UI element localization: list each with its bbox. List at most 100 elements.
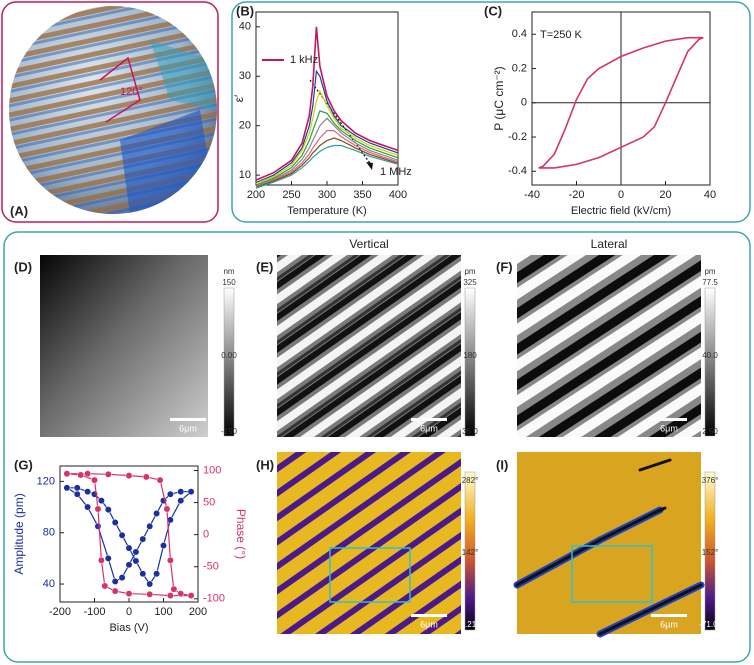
colorbar-tick: 282° (462, 476, 479, 485)
series-line (255, 117, 399, 187)
data-point (94, 505, 102, 513)
vertical-pfm-phase (277, 452, 461, 634)
y-tick-label: -0.4 (508, 165, 527, 177)
data-point (166, 490, 174, 498)
x-tick-label: 250 (282, 189, 300, 201)
panel-label: (H) (256, 457, 274, 472)
scale-bar (411, 614, 447, 617)
data-point (125, 544, 133, 552)
y-tick-label: 0 (521, 97, 527, 109)
series-line (255, 89, 399, 185)
data-point (177, 488, 185, 496)
panel-label: (E) (256, 259, 273, 274)
data-point (63, 470, 71, 478)
colorbar-tick: 150 (222, 278, 236, 287)
plot-frame (255, 11, 399, 186)
data-point (104, 470, 112, 478)
y-tick-label: 40 (239, 21, 251, 33)
colorbar-tick: 325 (463, 278, 477, 287)
highlight-box (571, 545, 653, 603)
data-point (125, 561, 133, 569)
series-line (255, 26, 399, 181)
y-tick-label: 10 (239, 169, 251, 181)
panel-label: (F) (496, 259, 513, 274)
data-point (63, 484, 71, 492)
panel-label: (G) (14, 457, 33, 472)
y2-tick-label: 50 (203, 496, 215, 508)
scale-bar-label: 6μm (660, 423, 678, 433)
x-tick-label: 40 (704, 189, 716, 201)
x-tick-label: 400 (389, 189, 407, 201)
data-point (132, 557, 140, 565)
colorbar-tick: 77.5 (702, 278, 718, 287)
data-point (94, 522, 102, 530)
y2-tick-label: -50 (203, 561, 219, 573)
x-axis-label: Electric field (kV/cm) (571, 205, 671, 217)
annotation: T=250 K (540, 29, 583, 41)
y2-tick-label: -100 (203, 593, 225, 605)
data-point (156, 476, 164, 484)
topography-map (40, 255, 208, 437)
data-point (73, 490, 81, 498)
x-tick-label: 0 (618, 189, 624, 201)
data-point (104, 506, 112, 514)
x-tick-label: 300 (318, 189, 336, 201)
y-tick-label: 0.2 (512, 62, 527, 74)
scale-bar-label: 6μm (179, 423, 197, 433)
y2-axis-label: Phase (°) (234, 509, 248, 559)
x-axis-label: Bias (V) (109, 622, 148, 634)
data-point (101, 582, 109, 590)
legend-label: 1 kHz (290, 54, 318, 66)
data-point (84, 470, 92, 478)
colorbar (464, 471, 476, 631)
colorbar-tick: 180 (463, 351, 477, 360)
x-tick-label: -100 (83, 606, 105, 618)
colorbar (704, 287, 716, 437)
data-point (166, 592, 174, 600)
data-point (84, 488, 92, 496)
y-axis-label: P (μC cm⁻²) (492, 66, 506, 130)
x-axis-label: Temperature (K) (287, 205, 366, 217)
data-point (104, 554, 112, 562)
y-tick-label: 0.4 (512, 28, 527, 40)
scale-bar (411, 418, 447, 421)
x-tick-label: 200 (247, 189, 265, 201)
data-point (142, 473, 150, 481)
colorbar-tick: 3.21° (461, 620, 480, 629)
data-point (97, 497, 105, 505)
column-title: Lateral (591, 237, 628, 251)
x-tick-label: 0 (126, 606, 132, 618)
series-line (255, 130, 399, 188)
series-line (255, 110, 399, 186)
colorbar-tick: 2.50 (702, 427, 718, 436)
y-axis-label: Amplitude (pm) (12, 493, 26, 574)
scale-bar-label: 6μm (420, 619, 438, 629)
data-point (97, 556, 105, 564)
colorbar-tick: 40.0 (702, 351, 718, 360)
x-tick-label: 20 (659, 189, 671, 201)
data-point (139, 570, 147, 578)
series-line (255, 69, 399, 184)
data-point (153, 510, 161, 517)
data-point (146, 522, 154, 530)
series-line (538, 36, 704, 169)
data-point (77, 471, 85, 479)
series-line (66, 487, 193, 586)
colorbar (704, 471, 716, 631)
data-point (163, 505, 171, 513)
scale-bar (651, 418, 687, 421)
data-point (118, 574, 126, 582)
scale-bar (651, 614, 687, 617)
colorbar-unit: pm (704, 267, 715, 276)
y-tick-label: 40 (43, 578, 55, 590)
colorbar-tick: 35.0 (462, 427, 478, 436)
y-tick-label: 80 (43, 527, 55, 539)
x-tick-label: 200 (189, 606, 207, 618)
micrograph (9, 6, 217, 214)
y-tick-label: 120 (37, 475, 55, 487)
panel-frame (231, 1, 751, 223)
scale-bar (170, 418, 206, 421)
data-point (132, 548, 140, 556)
y-axis-label: ε′ (232, 94, 246, 102)
